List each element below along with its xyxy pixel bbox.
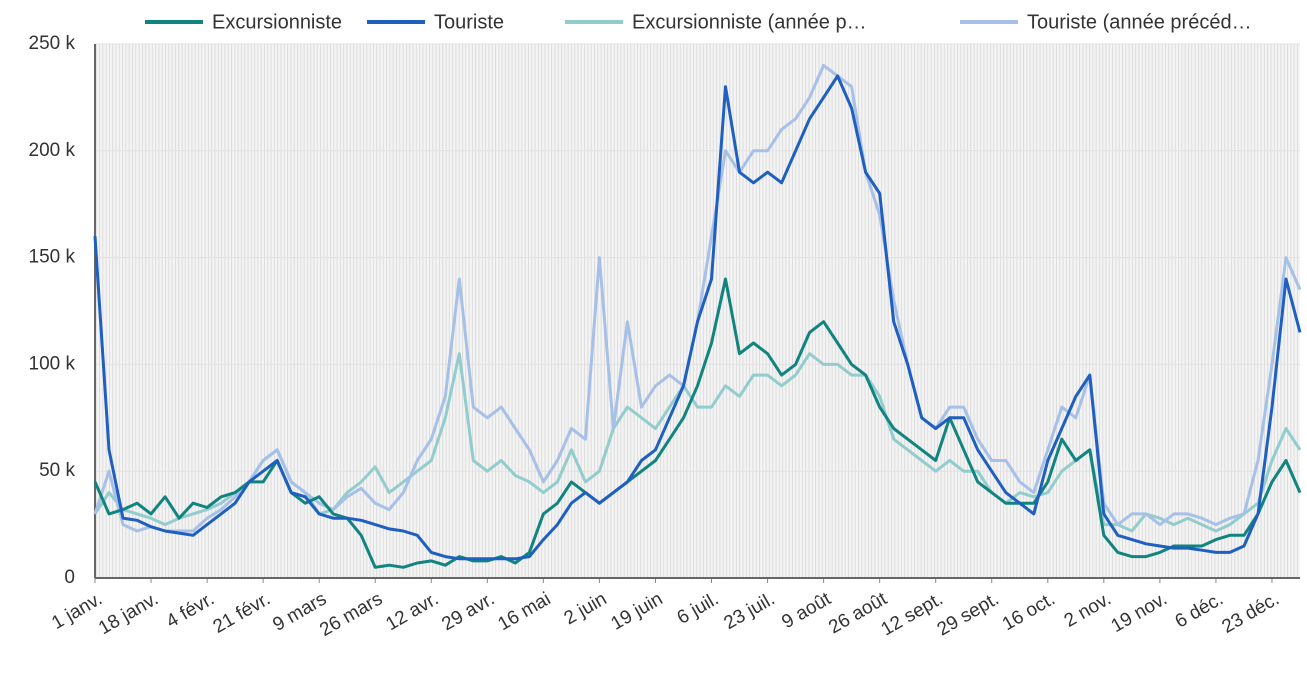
x-tick-label: 9 août	[778, 588, 835, 633]
legend-label: Touriste (année précéd…	[1027, 11, 1252, 33]
x-tick-label: 21 févr.	[210, 588, 274, 637]
x-tick-label: 4 févr.	[163, 588, 218, 632]
x-tick-label: 29 sept.	[934, 588, 1003, 640]
plot-background	[95, 44, 1300, 578]
x-tick-label: 19 nov.	[1108, 588, 1171, 637]
legend-label: Excursionniste (année p…	[632, 11, 867, 33]
x-tick-label: 16 oct.	[999, 588, 1059, 635]
legend-label: Excursionniste	[212, 11, 342, 33]
legend-label: Touriste	[434, 11, 504, 33]
series-line	[93, 74, 1302, 561]
x-tick-label: 18 janv.	[95, 588, 162, 639]
x-tick-label: 29 avr.	[438, 588, 498, 635]
x-tick-label: 16 mai	[494, 588, 554, 635]
x-tick-label: 6 juil.	[674, 588, 723, 628]
legend: Excursionniste Touriste Excursionniste (an…	[145, 11, 1252, 33]
x-tick-label: 12 avr.	[382, 588, 442, 635]
y-tick-label: 50 k	[39, 460, 75, 481]
x-tick-label: 1 janv.	[48, 588, 106, 633]
x-tick-label: 2 juin	[561, 588, 611, 629]
y-tick-label: 250 k	[29, 33, 76, 54]
y-tick-label: 150 k	[29, 247, 76, 268]
x-tick-label: 23 juil.	[721, 588, 779, 634]
series-line	[93, 277, 1302, 569]
y-tick-label: 0	[64, 567, 75, 588]
y-tick-label: 100 k	[29, 353, 76, 374]
x-tick-label: 23 déc.	[1219, 588, 1283, 637]
x-tick-label: 19 juin	[607, 588, 666, 634]
x-tick-label: 12 sept.	[878, 588, 947, 640]
x-tick-label: 26 mars	[316, 588, 386, 641]
x-tick-label: 26 août	[825, 588, 891, 638]
y-tick-label: 200 k	[29, 140, 76, 161]
x-tick-label: 2 nov.	[1061, 588, 1115, 631]
x-tick-label: 6 déc.	[1172, 588, 1227, 632]
